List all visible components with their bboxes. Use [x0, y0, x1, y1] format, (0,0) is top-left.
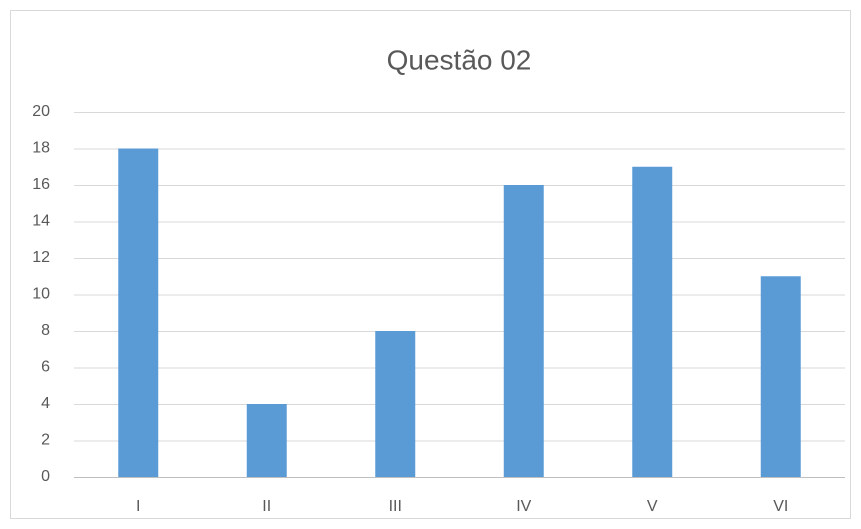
- bar: [632, 166, 673, 477]
- y-tick-label: 20: [32, 103, 50, 120]
- y-tick-label: 16: [32, 176, 50, 193]
- chart-title: Questão 02: [387, 44, 532, 75]
- bar: [760, 276, 801, 477]
- y-tick-label: 12: [32, 249, 50, 266]
- y-tick-label: 18: [32, 140, 50, 157]
- x-tick-label: VI: [773, 498, 788, 515]
- y-tick-label: 10: [32, 286, 50, 303]
- x-tick-label: I: [136, 498, 140, 515]
- y-tick-label: 14: [32, 213, 50, 230]
- x-tick-label: II: [262, 498, 271, 515]
- x-tick-label: III: [389, 498, 402, 515]
- y-tick-label: 6: [41, 359, 50, 376]
- y-tick-label: 4: [41, 395, 50, 412]
- bar: [246, 404, 287, 477]
- x-tick-label: IV: [516, 498, 531, 515]
- bar: [118, 148, 159, 477]
- y-tick-label: 2: [41, 432, 50, 449]
- y-tick-label: 0: [41, 468, 50, 485]
- bar: [375, 331, 416, 477]
- x-tick-label: V: [647, 498, 658, 515]
- y-tick-label: 8: [41, 322, 50, 339]
- bar: [503, 185, 544, 477]
